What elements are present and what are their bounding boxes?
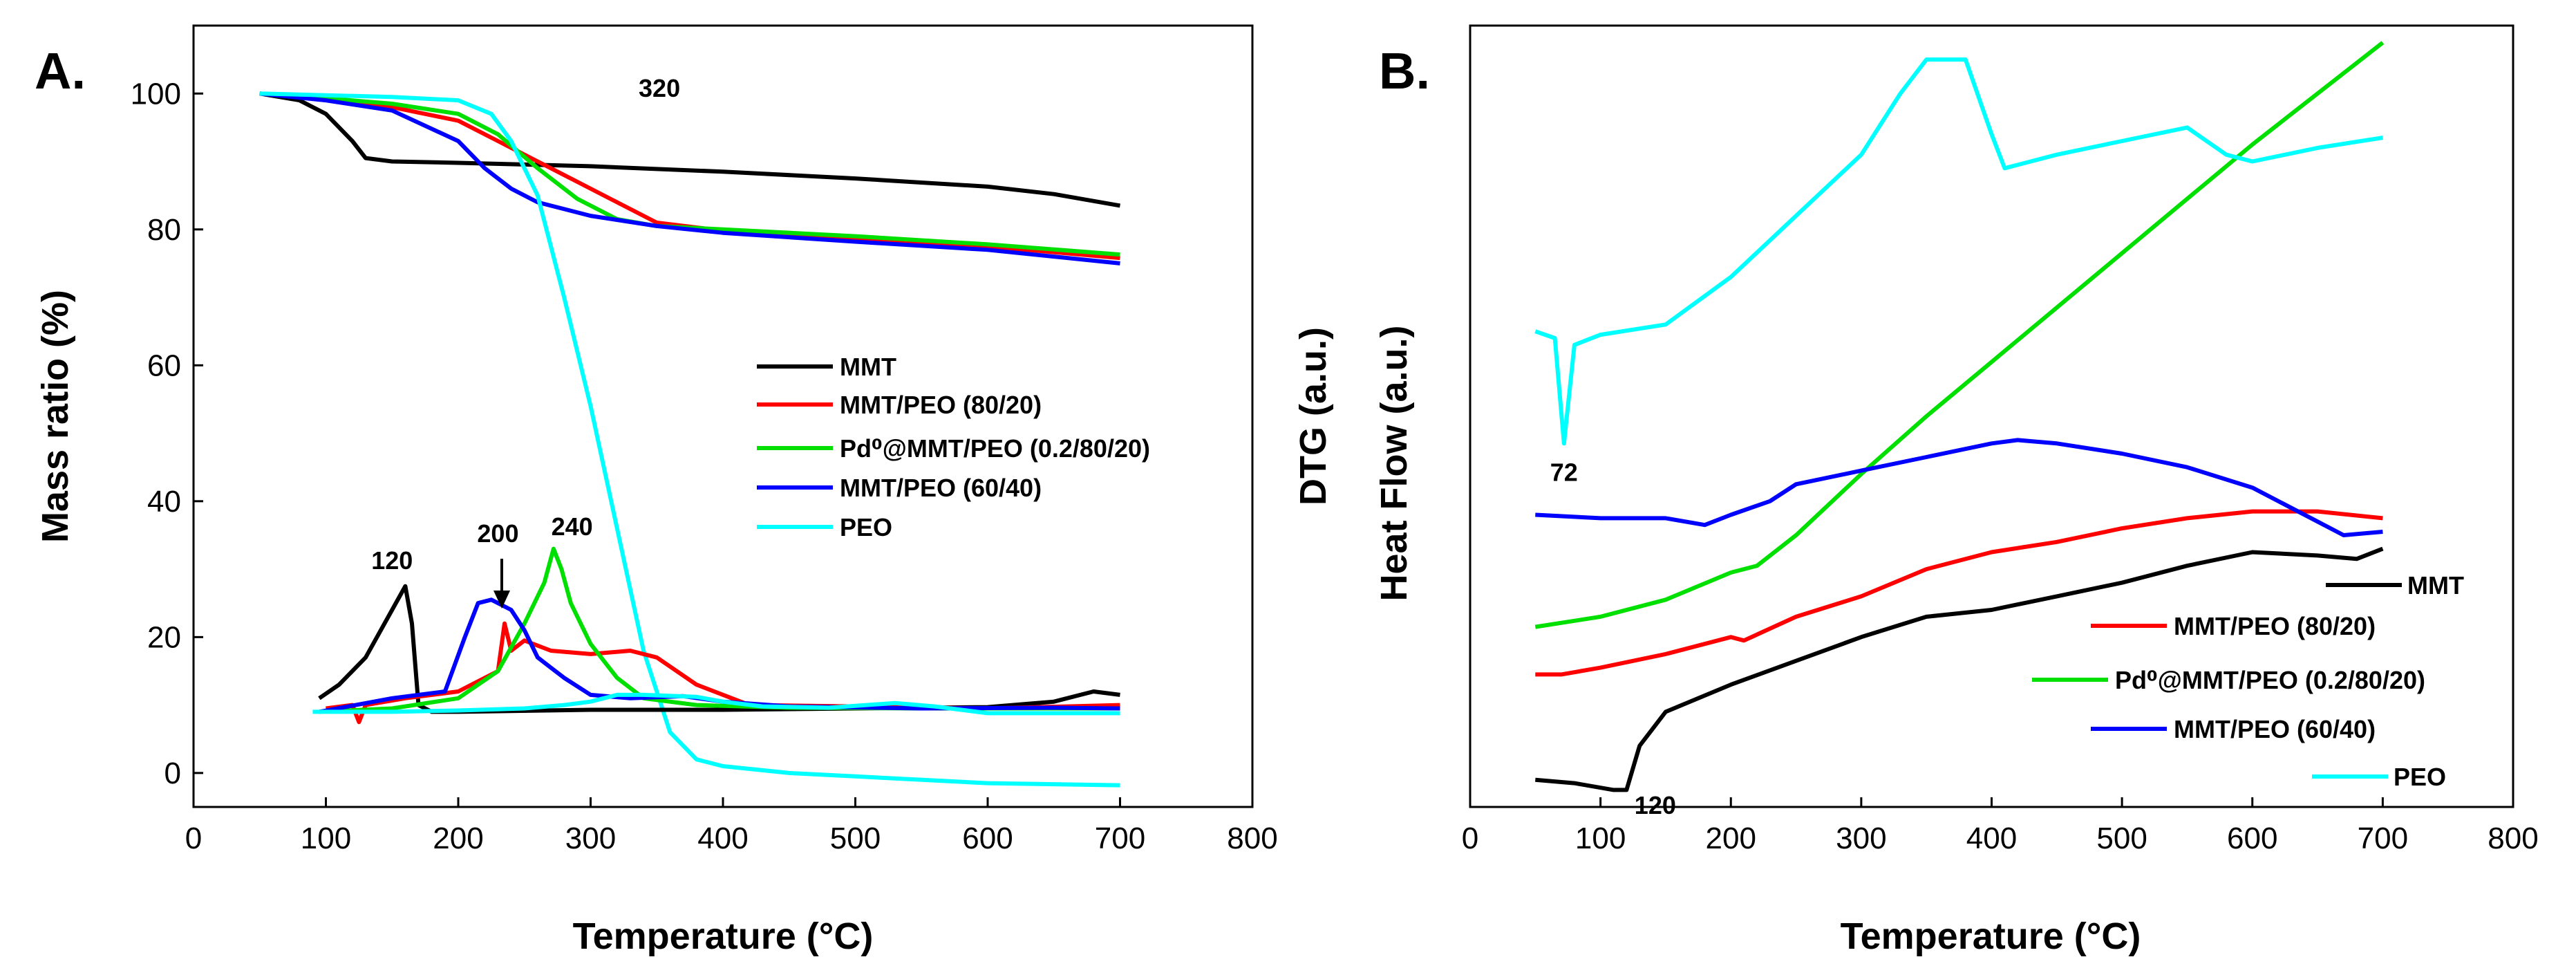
- panel-a-y-tick-label: 80: [147, 213, 181, 247]
- panel-a-x-tick-label: 0: [185, 821, 202, 855]
- panel-a-peak-label-240: 240: [552, 512, 593, 541]
- panel-a-annotations: 120 200 240 320: [371, 74, 680, 575]
- panel-a-label: A.: [35, 42, 86, 100]
- panel-a-x-tick-label: 700: [1095, 821, 1145, 855]
- panel-a-y-tick-label: 100: [131, 77, 181, 111]
- panel-b-series-peo: [1534, 57, 2383, 446]
- panel-b-series: [1534, 41, 2385, 792]
- legend-a-label-peo: PEO: [840, 513, 892, 541]
- panel-a-x-tick-label: 100: [301, 821, 351, 855]
- panel-b-x-tick-label: 400: [1966, 821, 2017, 855]
- legend-a-label-pd-mmt-peo: Pd⁰@MMT/PEO (0.2/80/20): [840, 434, 1150, 463]
- panel-a-y-tick-label: 40: [147, 485, 181, 519]
- panel-a-peak-label-120: 120: [371, 546, 413, 575]
- panel-b-series-pd0-mmt-peo-0-2-80-20: [1534, 41, 2385, 629]
- panel-a-series-mmt-peo-80-20: [259, 91, 1120, 261]
- panel-a-series-pd0-mmt-peo-0-2-80-20: [259, 91, 1120, 257]
- panel-a: A. 0 100 200 300 400 500 600 700 800 0 20 40 60 80 10…: [35, 24, 1278, 957]
- panel-b-x-tick-label: 600: [2227, 821, 2277, 855]
- panel-a-x-axis: 0 100 200 300 400 500 600 700 800: [185, 797, 1278, 855]
- panel-a-y-tick-label: 60: [147, 349, 181, 382]
- panel-b-label: B.: [1379, 42, 1430, 100]
- legend-a-label-mmt: MMT: [840, 353, 896, 381]
- panel-a-y-axis-title: Mass ratio (%): [35, 290, 76, 543]
- panel-b-y-axis-title-dtg: DTG (a.u.): [1292, 327, 1334, 505]
- panel-a-x-tick-label: 600: [962, 821, 1013, 855]
- panel-a-arrow-head: [493, 591, 510, 609]
- legend-a-label-mmt-peo-80-20: MMT/PEO (80/20): [840, 391, 1042, 419]
- panel-b-x-tick-label: 500: [2096, 821, 2147, 855]
- panel-a-x-tick-label: 800: [1227, 821, 1277, 855]
- panel-b-x-tick-label: 700: [2358, 821, 2408, 855]
- panel-a-x-tick-label: 400: [697, 821, 748, 855]
- panel-b-x-tick-label: 100: [1575, 821, 1626, 855]
- panel-b-series-mmt-peo-60-40: [1535, 438, 2383, 537]
- panel-a-peak-label-320: 320: [639, 74, 680, 102]
- panel-b-series-mmt: [1535, 546, 2384, 792]
- panel-a-series-pd0-mmt-peo-0-2-80-20-dtg: [319, 546, 1120, 714]
- legend-b-label-mmt-peo-80-20: MMT/PEO (80/20): [2174, 612, 2376, 640]
- panel-b-series-mmt-peo-80-20: [1535, 509, 2383, 677]
- panel-b-x-tick-label: 0: [1462, 821, 1478, 855]
- legend-b-label-mmt: MMT: [2407, 571, 2464, 600]
- panel-b-peak-label-72: 72: [1550, 458, 1578, 486]
- panel-a-series-mmt: [259, 91, 1121, 208]
- panel-b-y-axis-title-heat-flow: Heat Flow (a.u.): [1373, 325, 1415, 601]
- panel-a-legend: MMT MMT/PEO (80/20) Pd⁰@MMT/PEO (0.2/80/…: [757, 353, 1150, 541]
- legend-b-label-pd-mmt-peo: Pd⁰@MMT/PEO (0.2/80/20): [2115, 666, 2425, 694]
- panel-b-x-tick-label: 200: [1706, 821, 1756, 855]
- panel-a-peak-label-200: 200: [477, 519, 518, 548]
- legend-a-label-mmt-peo-60-40: MMT/PEO (60/40): [840, 474, 1042, 502]
- panel-a-x-tick-label: 200: [433, 821, 483, 855]
- panel-a-series: [259, 91, 1121, 788]
- legend-b-label-peo: PEO: [2394, 763, 2446, 791]
- panel-a-x-tick-label: 500: [830, 821, 881, 855]
- panel-b-peak-label-120: 120: [1635, 791, 1676, 819]
- panel-b: B. 0 100 200 300 400 500 600 700 800 72 120 Tempe…: [1292, 24, 2539, 957]
- panel-a-x-tick-label: 300: [565, 821, 616, 855]
- panel-a-y-tick-label: 0: [164, 756, 181, 790]
- panel-a-series-peo: [259, 91, 1120, 788]
- panel-a-series-peo-dtg: [312, 692, 1120, 716]
- panel-b-legend: MMT MMT/PEO (80/20) Pd⁰@MMT/PEO (0.2/80/…: [2032, 571, 2464, 791]
- panel-b-x-tick-label: 300: [1836, 821, 1886, 855]
- panel-b-x-axis-title: Temperature (°C): [1841, 916, 2141, 957]
- panel-b-x-axis: 0 100 200 300 400 500 600 700 800: [1462, 797, 2539, 855]
- panel-b-x-tick-label: 800: [2488, 821, 2538, 855]
- panel-b-annotations: 72 120: [1550, 458, 1676, 819]
- panel-a-y-axis: 0 20 40 60 80 100: [131, 77, 203, 790]
- panel-a-x-axis-title: Temperature (°C): [573, 916, 874, 957]
- panel-a-series-mmt-peo-60-40: [259, 91, 1120, 266]
- legend-b-label-mmt-peo-60-40: MMT/PEO (60/40): [2174, 715, 2376, 743]
- panel-a-y-tick-label: 20: [147, 620, 181, 654]
